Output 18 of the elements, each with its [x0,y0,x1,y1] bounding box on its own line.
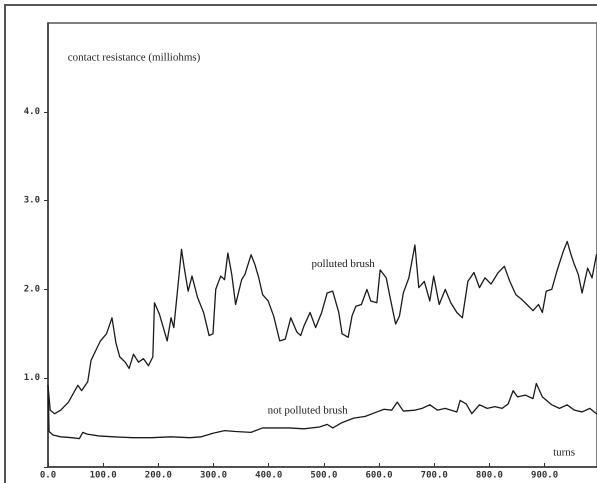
x-tick-label: 100.0 [90,470,117,480]
series-label: not polluted brush [268,404,348,416]
x-tick-label: 500.0 [310,470,338,480]
x-tick-label: 800.0 [476,470,503,480]
x-tick-label: 600.0 [366,470,393,480]
x-axis-title: turns [553,446,576,459]
y-tick-label: 2.0 [24,284,40,294]
x-tick-label: 200.0 [144,470,172,480]
y-tick-label: 4.0 [24,106,40,117]
y-tick-label: 1.0 [24,373,40,384]
x-tick-label: 700.0 [420,470,448,480]
x-tick-label: 0.0 [40,470,56,480]
x-tick-label: 300.0 [200,470,228,480]
y-tick-label: 3.0 [24,196,40,206]
y-axis-title: contact resistance (milliohms) [68,51,201,64]
x-tick-label: 400.0 [255,470,282,480]
series-label: polluted brush [312,258,376,270]
x-tick-label: 900.0 [531,470,558,480]
